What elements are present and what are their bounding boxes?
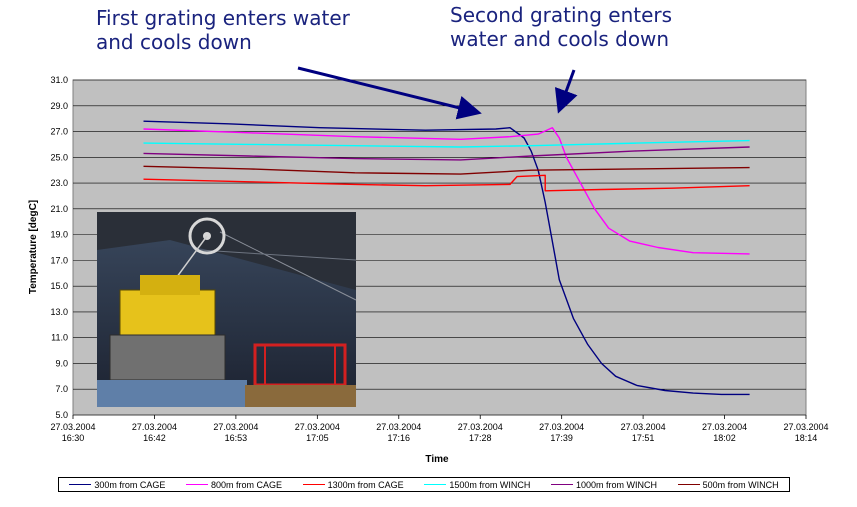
x-tick-time: 16:42 bbox=[143, 433, 166, 443]
y-tick-label: 17.0 bbox=[50, 255, 68, 265]
legend-swatch bbox=[677, 484, 700, 485]
series-line bbox=[143, 165, 750, 175]
x-tick-time: 17:16 bbox=[388, 433, 411, 443]
x-tick-date: 27.03.2004 bbox=[783, 422, 828, 432]
y-tick-label: 25.0 bbox=[50, 152, 68, 162]
x-axis-title: Time bbox=[425, 454, 449, 465]
y-tick-label: 21.0 bbox=[50, 204, 68, 214]
x-tick-time: 16:53 bbox=[225, 433, 248, 443]
series-line bbox=[143, 174, 750, 192]
arrow-second-grating bbox=[554, 69, 578, 114]
x-tick-time: 17:39 bbox=[550, 433, 573, 443]
legend-item: 1300m from CAGE bbox=[302, 479, 404, 490]
x-tick-date: 27.03.2004 bbox=[621, 422, 666, 432]
y-tick-labels: 5.0 7.0 9.0 11.0 13.0 15.0 17.0 19.0 21.0 23.0 25.… bbox=[50, 75, 68, 420]
y-tick-label: 7.0 bbox=[55, 384, 68, 394]
y-tick-label: 27.0 bbox=[50, 127, 68, 137]
legend-item: 1500m from WINCH bbox=[424, 480, 530, 490]
y-tick-label: 15.0 bbox=[50, 281, 68, 291]
y-tick-label: 5.0 bbox=[55, 410, 68, 420]
legend-swatch bbox=[302, 484, 325, 485]
legend-label: 500m from WINCH bbox=[702, 479, 779, 490]
y-tick-label: 31.0 bbox=[50, 75, 68, 85]
equipment-photo bbox=[97, 212, 357, 407]
legend-label: 300m from CAGE bbox=[94, 479, 166, 490]
x-tick-date: 27.03.2004 bbox=[539, 422, 584, 432]
chart-legend: 300m from CAGE 800m from CAGE 1300m from C… bbox=[58, 477, 790, 492]
legend-label: 1000m from WINCH bbox=[575, 479, 657, 490]
legend-swatch bbox=[69, 484, 92, 485]
legend-label: 1500m from WINCH bbox=[449, 479, 531, 490]
y-tick-label: 23.0 bbox=[50, 178, 68, 188]
x-tick-date: 27.03.2004 bbox=[458, 422, 503, 432]
legend-item: 300m from CAGE bbox=[69, 480, 165, 490]
legend-swatch bbox=[424, 484, 447, 485]
y-tick-label: 11.0 bbox=[51, 333, 68, 343]
x-tick-time: 17:05 bbox=[306, 433, 329, 443]
x-tick-time: 17:51 bbox=[632, 433, 655, 443]
y-axis-title: Temperature [degC] bbox=[28, 200, 39, 294]
series-line bbox=[143, 146, 750, 161]
x-tick-date: 27.03.2004 bbox=[50, 422, 95, 432]
x-tick-time: 18:02 bbox=[713, 433, 736, 443]
arrow-first-grating bbox=[297, 66, 482, 120]
x-tick-date: 27.03.2004 bbox=[295, 422, 340, 432]
legend-swatch bbox=[550, 484, 573, 485]
y-tick-label: 9.0 bbox=[55, 358, 68, 368]
x-tick-time: 16:30 bbox=[62, 433, 85, 443]
legend-label: 800m from CAGE bbox=[210, 479, 283, 490]
series-line bbox=[143, 127, 750, 255]
legend-swatch bbox=[185, 484, 208, 485]
legend-item: 1000m from WINCH bbox=[550, 479, 657, 490]
x-tick-time: 17:28 bbox=[469, 433, 492, 443]
x-tick-date: 27.03.2004 bbox=[702, 422, 747, 432]
series-layer bbox=[143, 120, 750, 396]
annotation-second-grating: Second grating enters water and cools do… bbox=[450, 3, 673, 51]
legend-item: 800m from CAGE bbox=[185, 479, 283, 490]
y-tick-label: 29.0 bbox=[50, 101, 68, 111]
annotation-first-grating: First grating enters water and cools dow… bbox=[96, 6, 350, 54]
series-line bbox=[143, 120, 750, 396]
series-line bbox=[143, 139, 750, 148]
x-tick-date: 27.03.2004 bbox=[132, 422, 177, 432]
x-tick-date: 27.03.2004 bbox=[213, 422, 258, 432]
legend-label: 1300m from CAGE bbox=[327, 479, 404, 490]
y-tick-label: 13.0 bbox=[50, 307, 68, 317]
x-tick-date: 27.03.2004 bbox=[376, 422, 421, 432]
y-tick-label: 19.0 bbox=[50, 230, 68, 240]
x-tick-time: 18:14 bbox=[795, 433, 818, 443]
x-tick-labels: 27.03.200416:3027.03.200416:4227.03.2004… bbox=[50, 415, 829, 443]
legend-item: 500m from WINCH bbox=[677, 479, 779, 490]
